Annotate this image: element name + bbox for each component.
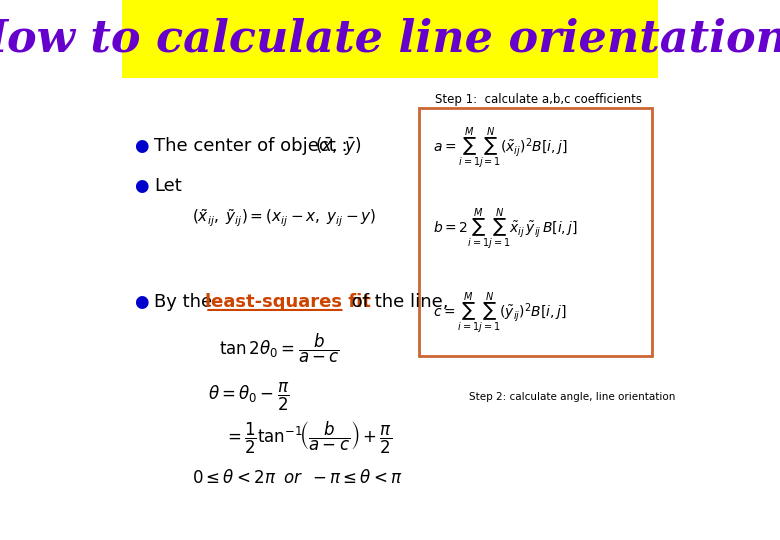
- Text: $(\bar{x},\; \bar{y})$: $(\bar{x},\; \bar{y})$: [315, 135, 361, 157]
- Text: Step 2: calculate angle, line orientation: Step 2: calculate angle, line orientatio…: [469, 392, 675, 402]
- FancyBboxPatch shape: [122, 0, 658, 78]
- Text: How to calculate line orientation?: How to calculate line orientation?: [0, 17, 780, 60]
- Text: $(\tilde{x}_{ij},\; \tilde{y}_{ij}) = (x_{ij} - x,\; y_{ij} - y)$: $(\tilde{x}_{ij},\; \tilde{y}_{ij}) = (x…: [192, 208, 377, 230]
- Text: $0 \leq \theta < 2\pi \;\; or \;\; -\pi \leq \theta < \pi$: $0 \leq \theta < 2\pi \;\; or \;\; -\pi …: [192, 469, 402, 487]
- Text: $\tan 2\theta_0 = \dfrac{b}{a - c}$: $\tan 2\theta_0 = \dfrac{b}{a - c}$: [218, 332, 339, 365]
- Text: $\theta = \theta_0 - \dfrac{\pi}{2}$: $\theta = \theta_0 - \dfrac{\pi}{2}$: [208, 381, 289, 413]
- Text: $= \dfrac{1}{2}\tan^{-1}\!\!\left(\dfrac{b}{a-c}\right) + \dfrac{\pi}{2}$: $= \dfrac{1}{2}\tan^{-1}\!\!\left(\dfrac…: [224, 419, 392, 456]
- Text: Let: Let: [154, 177, 183, 195]
- Text: ●: ●: [134, 137, 148, 155]
- Text: of the line,: of the line,: [346, 293, 448, 312]
- FancyBboxPatch shape: [420, 108, 652, 356]
- Text: $c = \sum_{i=1}^{M}\sum_{j=1}^{N}(\tilde{y}_{ij})^2 B[i,j]$: $c = \sum_{i=1}^{M}\sum_{j=1}^{N}(\tilde…: [433, 291, 567, 336]
- Text: The center of object :: The center of object :: [154, 137, 348, 155]
- Text: Step 1:  calculate a,b,c coefficients: Step 1: calculate a,b,c coefficients: [434, 93, 642, 106]
- Text: ●: ●: [134, 177, 148, 195]
- Text: $a = \sum_{i=1}^{M}\sum_{j=1}^{N}(\tilde{x}_{ij})^2 B[i,j]$: $a = \sum_{i=1}^{M}\sum_{j=1}^{N}(\tilde…: [433, 126, 568, 171]
- Text: ●: ●: [134, 293, 148, 312]
- Text: least-squares fit: least-squares fit: [205, 293, 371, 312]
- Text: By the: By the: [154, 293, 218, 312]
- Text: $b = 2\sum_{i=1}^{M}\sum_{j=1}^{N}\tilde{x}_{ij}\,\tilde{y}_{ij}\, B[i,j]$: $b = 2\sum_{i=1}^{M}\sum_{j=1}^{N}\tilde…: [433, 207, 578, 252]
